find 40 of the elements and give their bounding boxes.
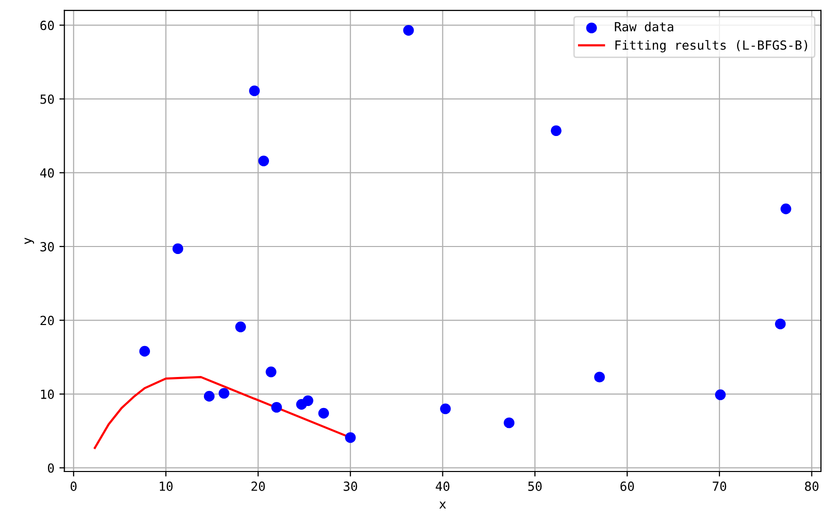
point [594, 372, 605, 382]
point [258, 156, 270, 166]
point [172, 243, 184, 254]
point [218, 388, 230, 399]
x-tick-label: 0 [70, 482, 77, 491]
y-axis-title: y [24, 238, 34, 244]
y-tick-label: 40 [40, 168, 54, 178]
point [403, 24, 414, 36]
y-tick-label: 10 [41, 390, 54, 400]
point [715, 389, 726, 400]
x-tick-label: 70 [712, 482, 726, 491]
point [235, 322, 246, 332]
legend-label: Raw data [614, 22, 674, 32]
y-tick-label: 50 [40, 94, 54, 104]
x-tick-label: 20 [252, 482, 265, 491]
point [318, 408, 329, 419]
x-tick-label: 80 [805, 482, 818, 491]
point [345, 432, 356, 443]
point [780, 204, 792, 214]
x-tick-label: 60 [620, 482, 634, 491]
point [271, 402, 282, 413]
point [266, 366, 276, 378]
y-tick-label: 60 [40, 20, 54, 30]
point [204, 390, 215, 402]
y-tick-label: 20 [40, 316, 54, 326]
point [440, 403, 451, 414]
point [550, 125, 562, 136]
point [775, 318, 786, 330]
point [302, 395, 314, 406]
y-tick-label: 30 [40, 242, 54, 252]
point [249, 85, 260, 96]
legend-label: Fitting results (L-BFGS-B) [615, 40, 808, 52]
x-tick-label: 50 [528, 482, 542, 491]
x-tick-label: 10 [160, 482, 173, 491]
point [504, 417, 514, 428]
x-axis-title: x [439, 502, 446, 509]
y-tick-label: 0 [48, 463, 54, 473]
x-tick-label: 30 [344, 482, 358, 491]
x-tick-label: 40 [436, 482, 450, 491]
point [139, 346, 150, 357]
